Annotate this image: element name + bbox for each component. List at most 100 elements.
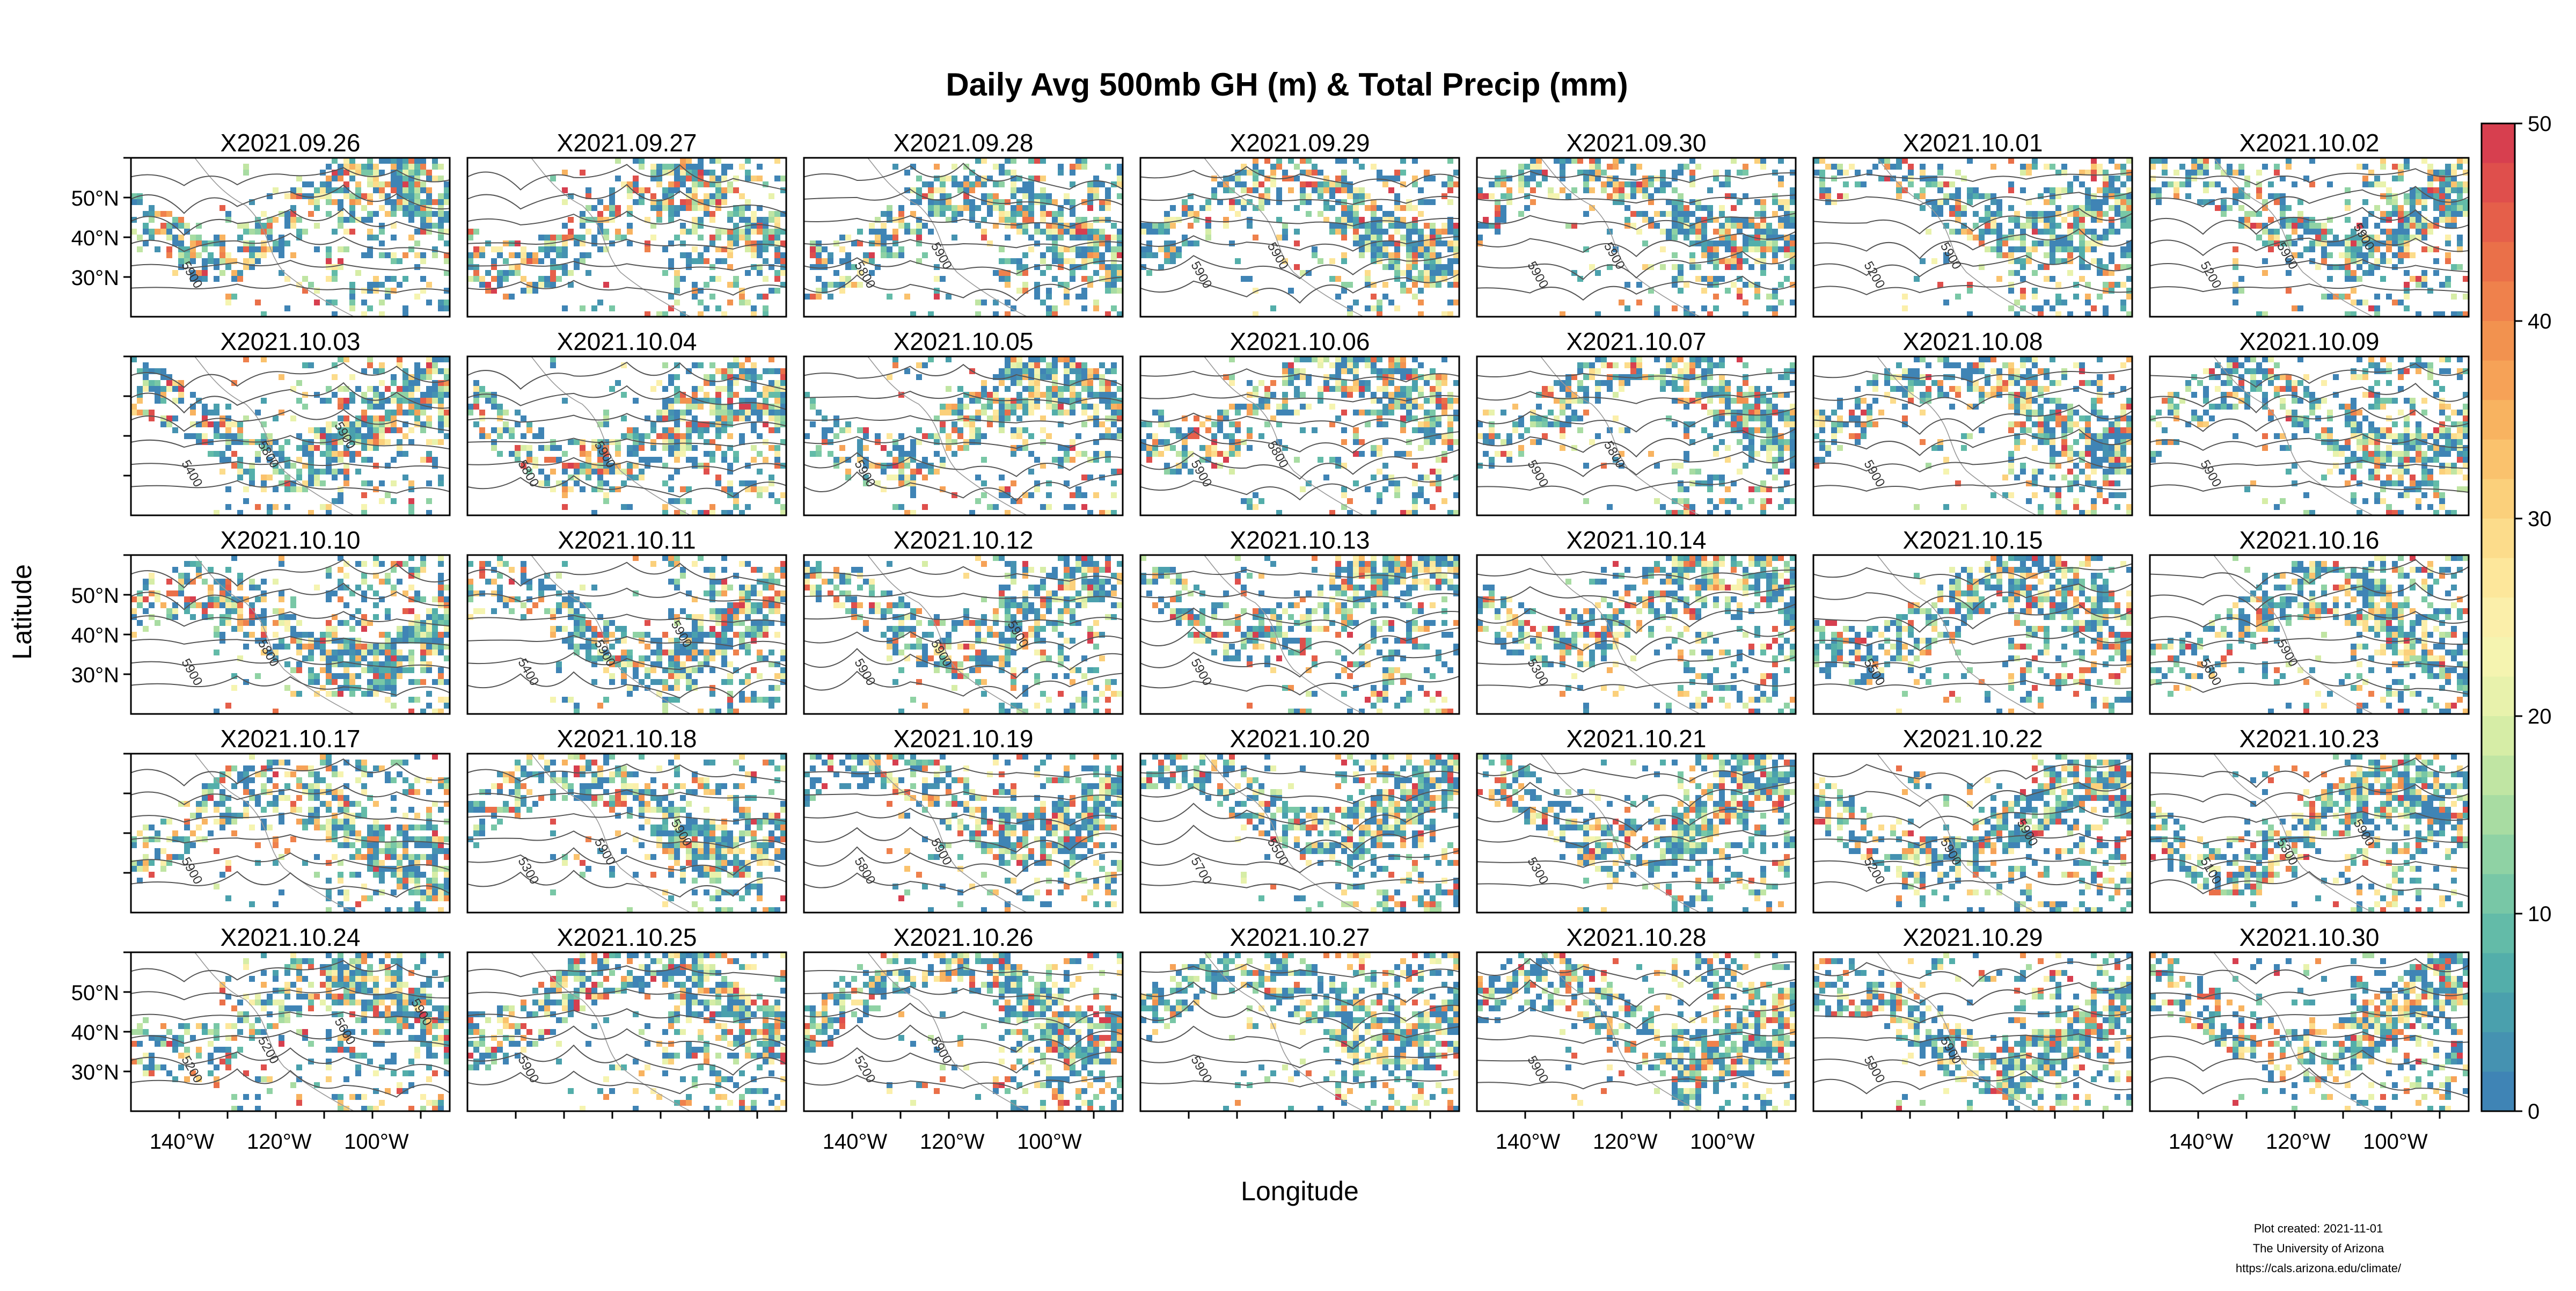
lon-tick-label: 140°W xyxy=(150,1130,215,1154)
footer-created: Plot created: 2021-11-01 xyxy=(2254,1222,2383,1235)
lon-tick-label: 100°W xyxy=(1017,1130,1082,1154)
colorbar-segment xyxy=(2482,558,2515,598)
panel-date-title: X2021.10.17 xyxy=(221,725,361,753)
colorbar-segment xyxy=(2482,716,2515,756)
lat-tick-label: 30°N xyxy=(71,266,119,290)
colorbar-segment xyxy=(2482,123,2515,163)
panel-date-title: X2021.10.20 xyxy=(1230,725,1370,753)
panel-date-title: X2021.09.29 xyxy=(1230,129,1370,157)
lon-tick-label: 120°W xyxy=(247,1130,312,1154)
panel-date-title: X2021.10.12 xyxy=(894,526,1034,554)
panel-date-title: X2021.09.28 xyxy=(894,129,1034,157)
lon-tick-label: 100°W xyxy=(2363,1130,2428,1154)
lat-tick-label: 50°N xyxy=(71,187,119,210)
colorbar-tick-label: 20 xyxy=(2528,705,2552,728)
panel-date-title: X2021.10.14 xyxy=(1567,526,1707,554)
colorbar-segment xyxy=(2482,953,2515,993)
footer-university: The University of Arizona xyxy=(2253,1242,2384,1255)
footer-url: https://cals.arizona.edu/climate/ xyxy=(2236,1261,2402,1275)
colorbar-tick-label: 50 xyxy=(2528,112,2552,136)
panel-date-title: X2021.10.10 xyxy=(221,526,361,554)
panel-date-title: X2021.09.30 xyxy=(1567,129,1707,157)
colorbar-segment xyxy=(2482,835,2515,874)
colorbar-tick-label: 40 xyxy=(2528,310,2552,333)
panel-date-title: X2021.09.26 xyxy=(221,129,361,157)
panel-date-title: X2021.10.11 xyxy=(558,526,696,554)
panel-date-title: X2021.10.19 xyxy=(894,725,1034,753)
colorbar-segment xyxy=(2482,479,2515,519)
panel-date-title: X2021.10.05 xyxy=(894,327,1034,355)
colorbar-segment xyxy=(2482,400,2515,440)
colorbar-segment xyxy=(2482,202,2515,242)
lat-tick-label: 40°N xyxy=(71,624,119,647)
colorbar-segment xyxy=(2482,993,2515,1032)
panel-date-title: X2021.10.07 xyxy=(1567,327,1707,355)
lon-tick-label: 100°W xyxy=(1690,1130,1755,1154)
lat-tick-label: 40°N xyxy=(71,1021,119,1045)
colorbar-segment xyxy=(2482,676,2515,716)
lat-tick-label: 50°N xyxy=(71,981,119,1005)
colorbar-tick-label: 30 xyxy=(2528,507,2552,531)
panel-date-title: X2021.10.22 xyxy=(1903,725,2043,753)
panel-date-title: X2021.10.27 xyxy=(1230,923,1370,951)
colorbar-segment xyxy=(2482,874,2515,914)
lon-tick-label: 140°W xyxy=(1496,1130,1561,1154)
panel-date-title: X2021.10.02 xyxy=(2240,129,2380,157)
panel-date-title: X2021.10.23 xyxy=(2240,725,2380,753)
panel-date-title: X2021.10.03 xyxy=(221,327,361,355)
colorbar-segment xyxy=(2482,1071,2515,1111)
lat-tick-label: 40°N xyxy=(71,227,119,250)
panel-date-title: X2021.10.29 xyxy=(1903,923,2043,951)
panel-date-title: X2021.10.04 xyxy=(557,327,697,355)
colorbar-segment xyxy=(2482,1032,2515,1072)
colorbar-segment xyxy=(2482,361,2515,400)
panel-date-title: X2021.10.01 xyxy=(1903,129,2043,157)
colorbar-segment xyxy=(2482,914,2515,953)
lat-tick-label: 30°N xyxy=(71,1061,119,1084)
panel-date-title: X2021.09.27 xyxy=(557,129,697,157)
panel-date-title: X2021.10.08 xyxy=(1903,327,2043,355)
lat-tick-label: 30°N xyxy=(71,663,119,687)
panel-date-title: X2021.10.06 xyxy=(1230,327,1370,355)
colorbar-segment xyxy=(2482,321,2515,361)
panel-date-title: X2021.10.18 xyxy=(557,725,697,753)
panel-date-title: X2021.10.15 xyxy=(1903,526,2043,554)
colorbar-tick-label: 10 xyxy=(2528,902,2552,926)
colorbar-segment xyxy=(2482,519,2515,558)
panel-date-title: X2021.10.30 xyxy=(2240,923,2380,951)
lon-tick-label: 100°W xyxy=(344,1130,409,1154)
colorbar-segment xyxy=(2482,242,2515,282)
panel-date-title: X2021.10.28 xyxy=(1567,923,1707,951)
x-axis-label: Longitude xyxy=(1241,1176,1359,1206)
colorbar-segment xyxy=(2482,597,2515,637)
panel-date-title: X2021.10.25 xyxy=(557,923,697,951)
lon-tick-label: 140°W xyxy=(823,1130,888,1154)
y-axis-label: Latitude xyxy=(7,564,37,660)
lon-tick-label: 120°W xyxy=(1593,1130,1658,1154)
colorbar-segment xyxy=(2482,163,2515,203)
map-panel: X2021.09.27 xyxy=(467,129,786,317)
colorbar-segment xyxy=(2482,756,2515,796)
